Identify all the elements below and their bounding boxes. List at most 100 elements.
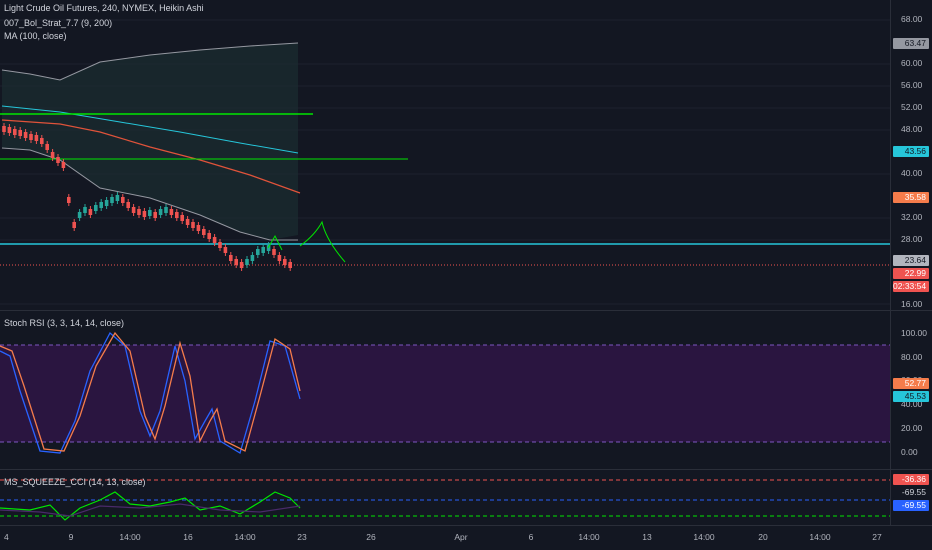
candle-body	[158, 209, 163, 215]
candle-body	[212, 237, 217, 243]
drawing-arrow	[299, 220, 346, 263]
rsi-tick: 20.00	[901, 423, 923, 433]
candle-body	[175, 212, 179, 218]
candle-body	[142, 211, 147, 217]
candle-body	[277, 255, 282, 261]
candle-body	[104, 200, 109, 206]
time-label: 6	[528, 532, 534, 542]
price-pane[interactable]: Light Crude Oil Futures, 240, NYMEX, Hei…	[0, 0, 890, 310]
candle-body	[7, 127, 12, 133]
candle-body	[77, 212, 82, 218]
price-tick: 48.00	[901, 124, 923, 134]
stoch-rsi-chart[interactable]	[0, 311, 890, 469]
time-label: 14:00	[578, 532, 600, 542]
price-chart[interactable]	[0, 0, 890, 310]
squeeze-histogram-line	[0, 503, 301, 517]
rsi-tick: 100.00	[901, 328, 927, 338]
squeeze-badge-upper: -36.36	[893, 474, 929, 485]
time-label: 27	[872, 532, 882, 542]
candle-body	[234, 259, 238, 265]
stoch-rsi-pane[interactable]: Stoch RSI (3, 3, 14, 14, close)	[0, 311, 890, 469]
candle-body	[13, 129, 17, 135]
candle-body	[131, 207, 136, 213]
price-axis[interactable]: 68.00 60.00 56.00 52.00 48.00 40.00 32.0…	[890, 0, 932, 310]
squeeze-badge-value: -69.55	[893, 500, 929, 511]
stoch-rsi-axis[interactable]: 100.00 80.00 60.00 40.00 20.00 0.00	[890, 311, 932, 469]
bollinger-upper-band	[1, 42, 299, 81]
candle-body	[229, 255, 233, 261]
stoch-d-line	[0, 331, 301, 452]
candle-body	[272, 249, 276, 255]
bar-countdown-badge: 02:33:54	[893, 281, 929, 292]
candle-body	[2, 126, 6, 132]
squeeze-pane[interactable]: MS_SQUEEZE_CCI (14, 13, close)	[0, 470, 890, 525]
candle-body	[218, 242, 222, 248]
squeeze-chart[interactable]	[0, 470, 890, 525]
price-tick: 40.00	[901, 168, 923, 178]
symbol-title[interactable]: Light Crude Oil Futures, 240, NYMEX, Hei…	[4, 3, 204, 13]
squeeze-legend[interactable]: MS_SQUEEZE_CCI (14, 13, close)	[4, 477, 146, 487]
price-badge-lower-band: 23.64	[893, 255, 929, 266]
candle-body	[18, 130, 22, 136]
candle-body	[137, 209, 141, 215]
price-badge-mid-band: 43.56	[893, 146, 929, 157]
price-tick: 52.00	[901, 102, 923, 112]
pane-separator[interactable]	[0, 469, 932, 470]
candle-body	[110, 197, 114, 203]
candle-body	[153, 212, 157, 218]
candle-body	[29, 134, 33, 140]
time-label: 14:00	[119, 532, 141, 542]
candle-body	[94, 205, 98, 211]
time-label: 14:00	[693, 532, 715, 542]
time-axis-separator	[0, 525, 932, 526]
time-label: 14:00	[809, 532, 831, 542]
time-label: 9	[68, 532, 74, 542]
candle-body	[115, 195, 120, 201]
candle-body	[34, 135, 39, 141]
time-label: 23	[297, 532, 307, 542]
price-tick: 28.00	[901, 234, 923, 244]
candle-body	[185, 219, 190, 225]
candle-body	[40, 138, 44, 144]
candle-body	[121, 197, 125, 203]
price-tick: 16.00	[901, 299, 923, 309]
stoch-rsi-legend[interactable]: Stoch RSI (3, 3, 14, 14, close)	[4, 318, 125, 328]
rsi-tick: 80.00	[901, 352, 923, 362]
candle-body	[88, 209, 93, 215]
price-tick: 56.00	[901, 80, 923, 90]
stoch-rsi-band	[0, 345, 890, 442]
candle-body	[126, 202, 130, 208]
candle-body	[45, 144, 49, 150]
rsi-tick: 0.00	[901, 447, 918, 457]
candle-body	[164, 207, 168, 213]
price-tick: 60.00	[901, 58, 923, 68]
candle-body	[191, 222, 195, 228]
time-label: 16	[183, 532, 193, 542]
stoch-d-badge: 52.77	[893, 378, 929, 389]
candle-body	[250, 255, 255, 261]
bollinger-basis	[1, 105, 299, 154]
moving-average-line	[1, 119, 301, 194]
stoch-k-line	[0, 331, 301, 454]
indicator-legend-ma[interactable]: MA (100, close)	[4, 31, 67, 41]
candle-body	[202, 229, 206, 235]
time-label: Apr	[454, 532, 468, 542]
time-label: 20	[758, 532, 768, 542]
candle-body	[288, 262, 292, 268]
bollinger-fill	[2, 43, 298, 240]
indicator-legend-bol[interactable]: 007_Bol_Strat_7.7 (9, 200)	[4, 18, 113, 28]
candle-body	[148, 210, 152, 216]
time-label: 14:00	[234, 532, 256, 542]
candle-body	[23, 132, 28, 138]
candle-body	[245, 259, 249, 265]
squeeze-axis[interactable]	[890, 470, 932, 525]
rsi-tick: 40.00	[901, 399, 923, 409]
time-label: 13	[642, 532, 652, 542]
candle-body	[261, 247, 265, 253]
candle-body	[283, 259, 287, 265]
candle-body	[83, 207, 87, 213]
candle-body	[239, 262, 244, 268]
candle-body	[180, 215, 184, 221]
candle-body	[67, 197, 71, 203]
pane-separator[interactable]	[0, 310, 932, 311]
